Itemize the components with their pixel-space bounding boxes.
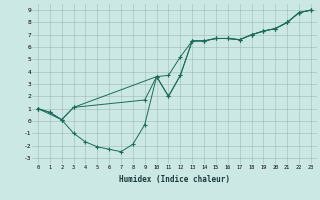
X-axis label: Humidex (Indice chaleur): Humidex (Indice chaleur) <box>119 175 230 184</box>
